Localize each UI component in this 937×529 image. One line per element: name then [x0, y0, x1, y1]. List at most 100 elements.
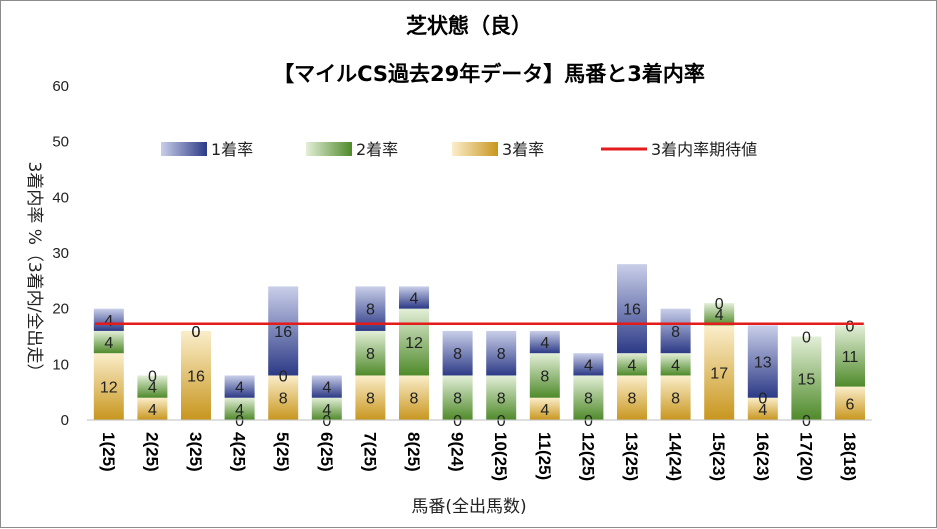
- bar-2nd: [442, 375, 473, 420]
- bar-1st: [224, 375, 255, 398]
- bar-1st: [311, 375, 342, 398]
- x-tick-label: 13(25): [622, 432, 641, 481]
- bar-1st: [660, 308, 691, 354]
- x-axis: 1(25) 2(25) 3(25) 4(25) 5(25) 6(25) 7(25) 8(25)…: [87, 419, 872, 481]
- data-label: 8: [497, 346, 506, 363]
- x-tick-label: 12(25): [578, 432, 597, 481]
- bar-1st: [573, 353, 604, 376]
- data-label: 16: [187, 368, 205, 385]
- data-label: 0: [497, 413, 506, 430]
- bar-3rd: [137, 397, 168, 420]
- data-label: 8: [584, 391, 593, 408]
- y-tick-label: 30: [52, 245, 69, 262]
- chart-title: 芝状態（良）: [406, 14, 532, 38]
- data-label: 4: [148, 402, 157, 419]
- legend-label-2nd: 2着率: [356, 140, 398, 159]
- x-tick-label: 3(25): [186, 432, 205, 472]
- bar-1st: [747, 325, 778, 398]
- data-label: 16: [623, 302, 641, 319]
- data-label: 0: [192, 324, 201, 341]
- x-tick-label: 18(18): [840, 432, 859, 481]
- data-label: 4: [584, 357, 593, 374]
- y-tick-label: 50: [52, 134, 69, 151]
- bar-1st: [486, 330, 517, 376]
- data-label: 8: [671, 391, 680, 408]
- data-label: 8: [366, 391, 375, 408]
- bar-1st: [442, 330, 473, 376]
- data-label: 4: [322, 380, 331, 397]
- legend-label-expected: 3着内率期待値: [651, 140, 757, 159]
- bar-1st: [529, 330, 560, 354]
- bar-2nd: [311, 397, 342, 420]
- bar-2nd: [355, 330, 386, 376]
- bar-2nd: [573, 375, 604, 420]
- bar-3rd: [181, 330, 211, 420]
- bar-1st: [93, 308, 124, 331]
- bar-3rd: [399, 375, 429, 420]
- data-label: 8: [410, 391, 419, 408]
- legend-label-3rd: 3着率: [502, 140, 544, 159]
- data-label: 11: [842, 349, 859, 366]
- data-label: 8: [279, 391, 288, 408]
- data-label: 12: [100, 380, 118, 397]
- data-label: 4: [104, 313, 113, 330]
- legend: 1着率 2着率 3着率 3着内率期待値: [161, 140, 757, 159]
- bar-3rd: [660, 375, 691, 420]
- bar-1st: [617, 264, 647, 354]
- x-tick-label: 16(23): [753, 432, 772, 481]
- data-label: 8: [671, 324, 680, 341]
- data-label: 4: [148, 380, 157, 397]
- chart-subtitle: 【マイルCS過去29年データ】馬番と3着内率: [273, 62, 705, 86]
- data-label: 0: [715, 296, 724, 313]
- data-label: 0: [148, 368, 157, 385]
- data-label: 0: [235, 413, 244, 430]
- data-label: 16: [274, 324, 292, 341]
- y-axis: 0 10 20 30 40 50 60: [52, 78, 69, 429]
- legend-swatch-3rd: [452, 142, 498, 156]
- bar-2nd: [399, 308, 429, 376]
- x-tick-label: 6(25): [317, 432, 336, 472]
- data-label: 17: [710, 366, 728, 383]
- bar-2nd: [617, 353, 647, 376]
- data-label: 0: [802, 413, 811, 430]
- bar-3rd: [355, 375, 386, 420]
- bar-2nd: [835, 325, 865, 387]
- data-label: 4: [540, 335, 549, 352]
- data-label: 0: [802, 330, 811, 347]
- legend-swatch-1st: [161, 142, 207, 156]
- x-axis-label: 馬番(全出馬数): [411, 497, 526, 517]
- bar-2nd: [529, 353, 560, 398]
- data-label: 8: [628, 391, 637, 408]
- x-tick-label: 1(25): [99, 432, 118, 472]
- data-label: 8: [540, 368, 549, 385]
- bar-2nd: [93, 330, 124, 354]
- x-tick-label: 2(25): [142, 432, 161, 472]
- data-label: 4: [758, 402, 767, 419]
- bar-2nd: [137, 375, 168, 398]
- bar-1st: [268, 286, 299, 376]
- bar-2nd: [224, 397, 255, 420]
- x-tick-label: 9(24): [448, 432, 467, 472]
- y-tick-label: 40: [52, 189, 69, 206]
- bar-2nd: [704, 303, 735, 326]
- data-label: 0: [758, 391, 767, 408]
- legend-label-1st: 1着率: [211, 140, 253, 159]
- data-label: 8: [366, 346, 375, 363]
- data-label: 4: [410, 291, 419, 308]
- data-label: 8: [497, 391, 506, 408]
- x-tick-label: 5(25): [273, 432, 292, 472]
- y-tick-label: 0: [61, 412, 69, 429]
- x-tick-label: 11(25): [535, 432, 554, 480]
- data-label: 8: [453, 391, 462, 408]
- data-label: 13: [754, 355, 772, 372]
- data-label: 12: [405, 335, 423, 352]
- data-label: 0: [846, 318, 855, 335]
- data-label: 4: [104, 335, 113, 352]
- x-tick-label: 7(25): [360, 432, 379, 472]
- data-label: 4: [715, 307, 724, 324]
- data-label: 6: [846, 396, 855, 413]
- x-tick-label: 15(23): [709, 432, 728, 481]
